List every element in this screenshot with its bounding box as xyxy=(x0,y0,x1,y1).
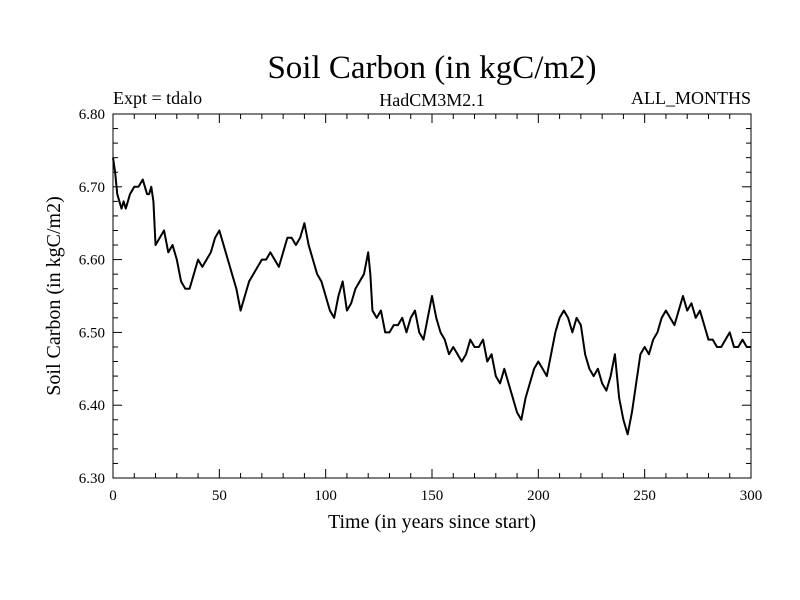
y-tick-label: 6.80 xyxy=(79,107,105,123)
y-tick-label: 6.30 xyxy=(79,471,105,487)
experiment-label: Expt = tdalo xyxy=(113,88,202,108)
x-tick-label: 250 xyxy=(633,488,656,504)
series-line xyxy=(112,157,751,436)
chart-title: Soil Carbon (in kgC/m2) xyxy=(267,50,596,86)
months-label: ALL_MONTHS xyxy=(631,88,751,108)
x-tick-label: 150 xyxy=(421,488,444,504)
x-tick-label: 100 xyxy=(314,488,337,504)
x-tick-label: 300 xyxy=(740,488,763,504)
x-tick-labels: 0 50 100 150 200 250 300 xyxy=(109,488,762,504)
y-tick-labels: 6.30 6.40 6.50 6.60 6.70 6.80 xyxy=(79,107,105,487)
x-tick-label: 0 xyxy=(109,488,117,504)
axis-ticks xyxy=(112,113,752,479)
model-label: HadCM3M2.1 xyxy=(379,90,485,110)
y-tick-label: 6.70 xyxy=(79,180,105,196)
y-tick-label: 6.50 xyxy=(79,325,105,341)
x-axis-label: Time (in years since start) xyxy=(328,511,536,533)
y-tick-label: 6.40 xyxy=(79,398,105,414)
x-tick-label: 50 xyxy=(212,488,227,504)
x-tick-label: 200 xyxy=(527,488,550,504)
y-axis-label: Soil Carbon (in kgC/m2) xyxy=(43,196,65,395)
y-tick-label: 6.60 xyxy=(79,253,105,269)
